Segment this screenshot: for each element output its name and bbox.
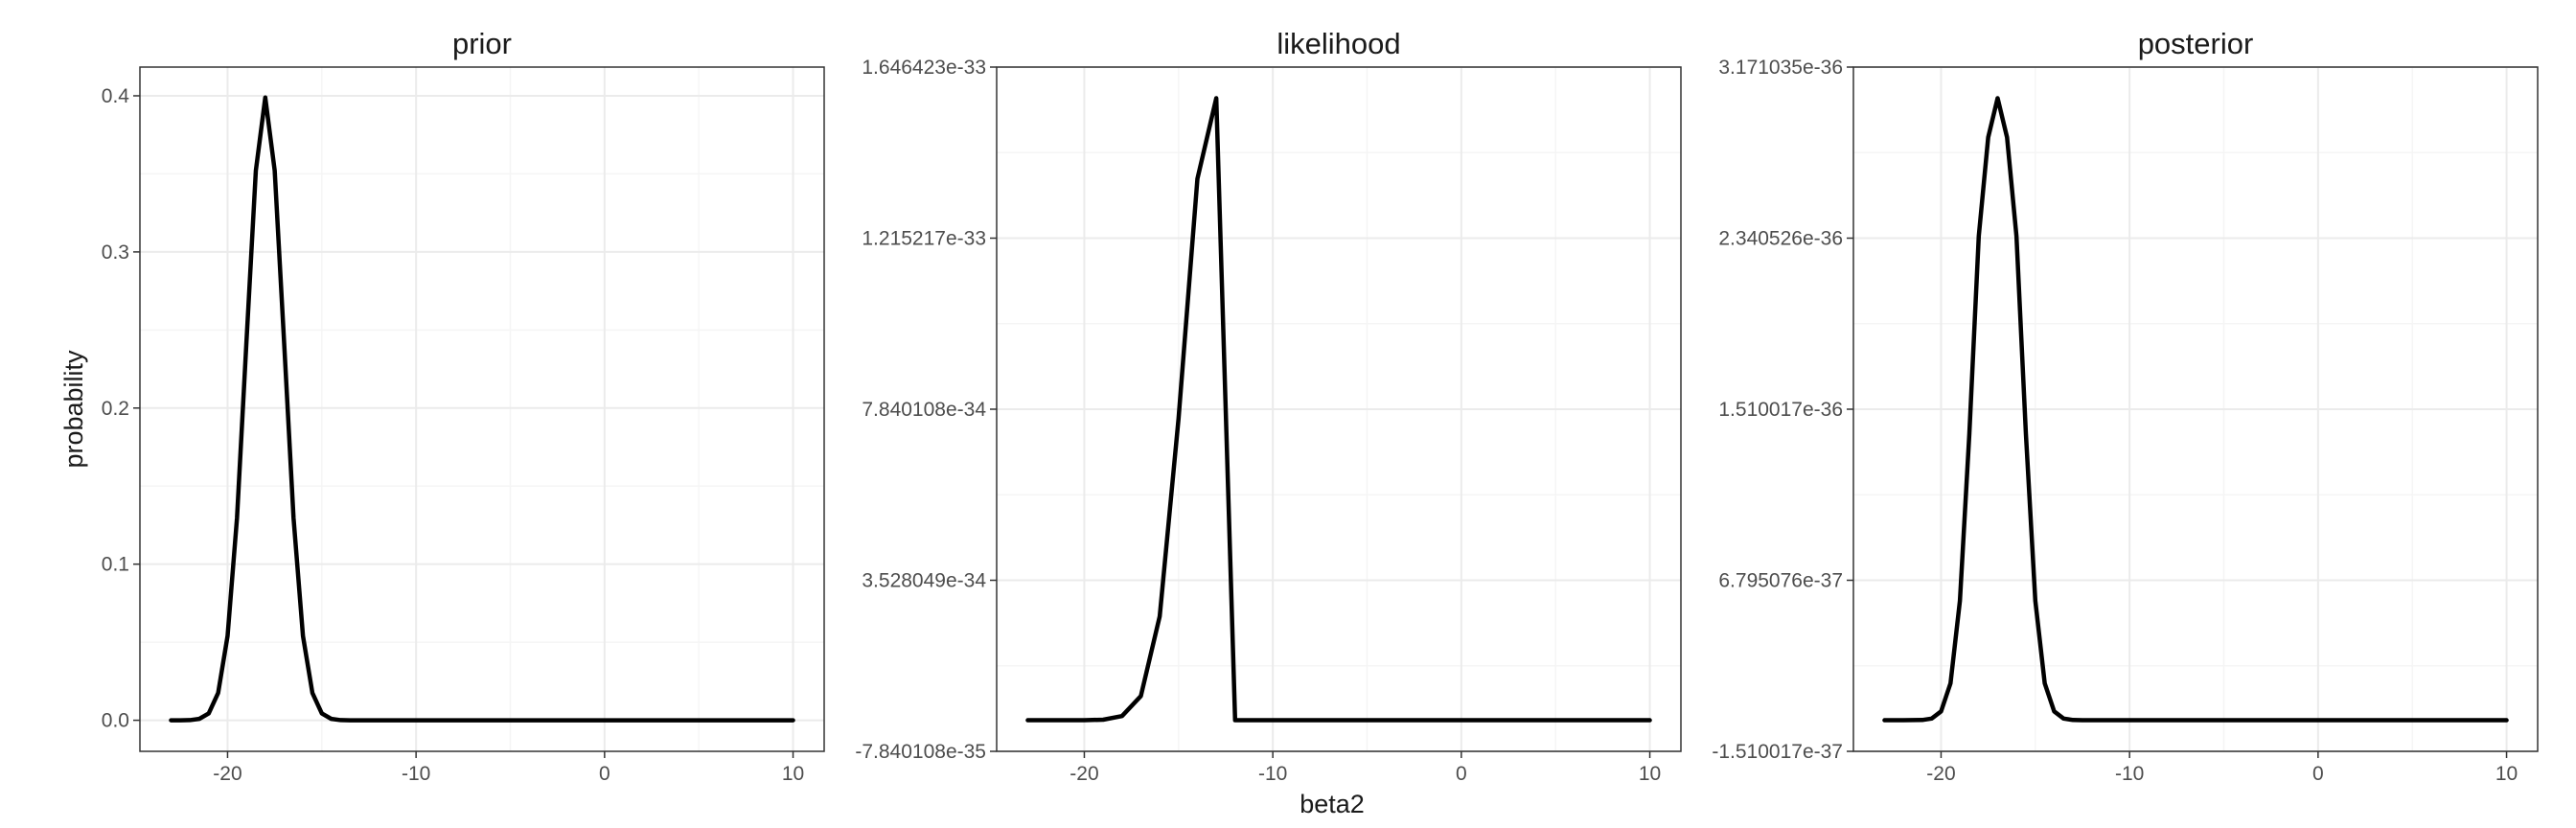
panel-likelihood: -20 -10 0 10 -7.840108e-35 3.528049e-34 7.8401… bbox=[855, 27, 1682, 785]
y-tick-label: 3.528049e-34 bbox=[862, 570, 986, 592]
x-tick-label: -10 bbox=[1258, 763, 1287, 785]
x-tick-label: 0 bbox=[599, 763, 610, 785]
x-tick-label: -20 bbox=[1070, 763, 1098, 785]
y-tick-label: 0.4 bbox=[102, 85, 130, 107]
x-tick-label: 10 bbox=[782, 763, 804, 785]
panel-prior: -20 -10 0 10 0.0 0.1 0.2 0.3 0.4 prior bbox=[102, 27, 825, 785]
x-axis-title: beta2 bbox=[1300, 790, 1365, 818]
panel-border bbox=[139, 66, 825, 752]
y-tick-label: 6.795076e-37 bbox=[1718, 570, 1843, 592]
x-tick-label: 0 bbox=[1456, 763, 1467, 785]
y-tick-label: 2.340526e-36 bbox=[1718, 227, 1843, 249]
panel-title: posterior bbox=[2138, 27, 2254, 60]
y-tick-label: 0.2 bbox=[102, 398, 129, 420]
density-curve bbox=[1025, 96, 1652, 723]
y-tick-label: 0.0 bbox=[102, 710, 129, 732]
y-tick-label: 1.215217e-33 bbox=[862, 227, 986, 249]
y-tick-label: 0.3 bbox=[102, 242, 129, 264]
x-tick-label: 10 bbox=[2496, 763, 2518, 785]
density-curve bbox=[1882, 96, 2509, 723]
x-tick-label: -10 bbox=[2115, 763, 2144, 785]
density-curve bbox=[169, 95, 795, 723]
panel-title: likelihood bbox=[1276, 27, 1400, 60]
panel-title: prior bbox=[452, 27, 512, 60]
x-tick-label: 0 bbox=[2312, 763, 2324, 785]
y-tick-label: -7.840108e-35 bbox=[855, 741, 986, 763]
y-tick-label: 3.171035e-36 bbox=[1718, 57, 1843, 79]
x-tick-label: -10 bbox=[402, 763, 430, 785]
y-tick-label: 7.840108e-34 bbox=[862, 399, 986, 421]
y-axis-title: probability bbox=[59, 350, 88, 469]
y-tick-label: 0.1 bbox=[102, 554, 129, 576]
x-tick-label: 10 bbox=[1639, 763, 1661, 785]
x-tick-label: -20 bbox=[1926, 763, 1955, 785]
y-tick-label: 1.646423e-33 bbox=[862, 57, 986, 79]
panels: -20 -10 0 10 0.0 0.1 0.2 0.3 0.4 prior -20 -10 0 10 -7… bbox=[102, 27, 2539, 785]
panel-posterior: -20 -10 0 10 -1.510017e-37 6.795076e-37 1.5100… bbox=[1712, 27, 2539, 785]
y-tick-label: -1.510017e-37 bbox=[1712, 741, 1843, 763]
y-tick-label: 1.510017e-36 bbox=[1718, 399, 1843, 421]
x-tick-label: -20 bbox=[213, 763, 242, 785]
